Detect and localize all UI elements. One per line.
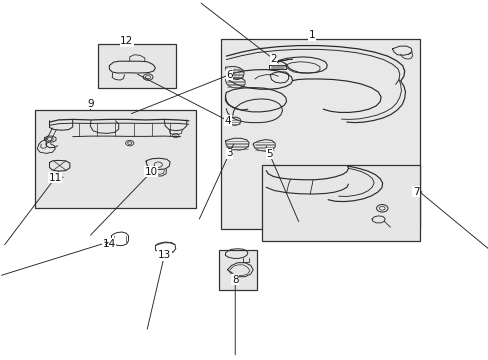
Text: 1: 1	[308, 30, 314, 40]
Text: 7: 7	[412, 186, 419, 197]
Text: 11: 11	[48, 173, 61, 183]
Text: 8: 8	[231, 275, 238, 285]
Text: 4: 4	[224, 116, 231, 126]
Bar	[218, 250, 257, 290]
Text: 3: 3	[226, 148, 232, 158]
Text: 12: 12	[120, 36, 133, 46]
Text: 5: 5	[265, 149, 272, 159]
Bar	[262, 165, 419, 240]
Text: 13: 13	[158, 251, 171, 260]
Bar	[98, 44, 175, 89]
Bar	[221, 39, 419, 229]
Text: 10: 10	[144, 167, 158, 177]
Text: 14: 14	[102, 239, 116, 249]
Text: 2: 2	[270, 54, 276, 64]
Text: 9: 9	[87, 99, 93, 109]
Bar	[35, 110, 196, 208]
Text: 6: 6	[226, 70, 232, 80]
